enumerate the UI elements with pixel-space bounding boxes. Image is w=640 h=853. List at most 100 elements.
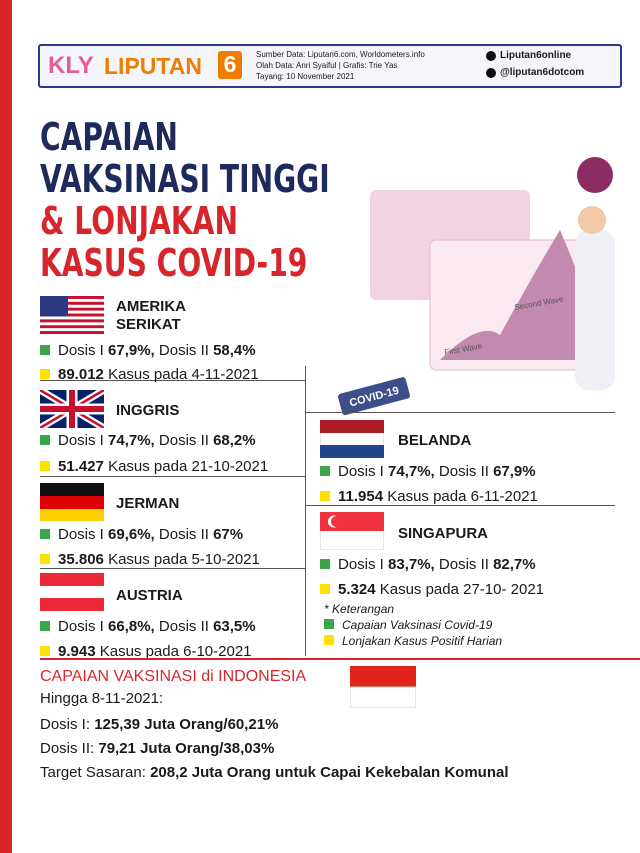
cases-line: 89.012 Kasus pada 4-11-2021 (40, 366, 259, 383)
indo-value: 79,21 Juta Orang/38,03% (98, 740, 275, 757)
dose-line: Dosis I 69,6%, Dosis II 67% (40, 526, 243, 543)
cases: 5.324 (338, 581, 376, 598)
divider (40, 658, 640, 660)
dose2-label: Dosis II (158, 432, 209, 449)
dose2-label: Dosis II (158, 342, 209, 359)
dose1-label: Dosis I (338, 463, 384, 480)
twitter: @liputan6dotcom (500, 67, 585, 78)
fb-icon (486, 51, 496, 61)
published: Tayang: 10 November 2021 (256, 72, 355, 81)
swatch (320, 559, 330, 569)
title-line: & LONJAKAN (40, 199, 238, 243)
cases: 51.427 (58, 458, 104, 475)
divider (305, 366, 306, 656)
dose2: 67,9% (493, 463, 536, 480)
flag (40, 296, 104, 334)
flag-id (350, 666, 416, 708)
cases-text: Kasus pada 5-10-2021 (108, 551, 260, 568)
swatch (40, 646, 50, 656)
swatch (320, 491, 330, 501)
header: KLY LIPUTAN 6 Sumber Data: Liputan6.com,… (38, 44, 622, 88)
logo-name: LIPUTAN (104, 53, 202, 79)
country-name: SINGAPURA (398, 525, 489, 542)
title-line: VAKSINASI TINGGI (40, 157, 330, 201)
tw-icon (486, 68, 496, 78)
doctor-head (578, 206, 606, 234)
cases-line: 5.324 Kasus pada 27-10- 2021 (320, 581, 544, 598)
country-name: INGGRIS (116, 402, 180, 419)
divider (40, 380, 305, 381)
dose1-label: Dosis I (58, 526, 104, 543)
dose1-label: Dosis I (58, 432, 104, 449)
swatch (40, 621, 50, 631)
flag (320, 512, 384, 550)
flag (40, 573, 104, 611)
dose2-label: Dosis II (438, 463, 489, 480)
dose1-label: Dosis I (58, 342, 104, 359)
indo-title: CAPAIAN VAKSINASI di INDONESIA (40, 668, 307, 685)
indo-value: 208,2 Juta Orang untuk Capai Kekebalan K… (150, 764, 509, 781)
illustration: First Wave Second Wave COVID-19 (337, 157, 615, 416)
dose2-label: Dosis II (438, 556, 489, 573)
cases-text: Kasus pada 6-11-2021 (387, 488, 538, 505)
legend-swatch (324, 635, 334, 645)
dose-line: Dosis I 74,7%, Dosis II 68,2% (40, 432, 256, 449)
cases-text: Kasus pada 27-10- 2021 (379, 581, 545, 598)
indo-label: Dosis II: (40, 740, 95, 757)
swatch (320, 466, 330, 476)
flag (320, 420, 384, 458)
swatch (40, 529, 50, 539)
dose2-label: Dosis II (158, 618, 209, 635)
dose-line: Dosis I 74,7%, Dosis II 67,9% (320, 463, 536, 480)
cases-line: 35.806 Kasus pada 5-10-2021 (40, 551, 260, 568)
country-name: AMERIKA SERIKAT (116, 298, 186, 333)
title: CAPAIAN VAKSINASI TINGGI & LONJAKAN KASUS C… (40, 116, 432, 284)
logo-num: 6 (218, 51, 242, 79)
side-bar (0, 0, 12, 853)
country-name: AUSTRIA (116, 587, 183, 604)
cases: 89.012 (58, 366, 104, 383)
title-line: KASUS COVID-19 (40, 241, 308, 285)
dose2-label: Dosis II (158, 526, 209, 543)
dose2: 58,4% (213, 342, 256, 359)
dose1: 67,9%, (108, 342, 155, 359)
swatch (40, 369, 50, 379)
dose2: 63,5% (213, 618, 256, 635)
legend-label: Capaian Vaksinasi Covid-19 (342, 618, 493, 632)
flag (40, 390, 104, 428)
dose1: 74,7%, (108, 432, 155, 449)
virus (577, 157, 613, 193)
cases: 9.943 (58, 643, 96, 660)
indo-label: Target Sasaran: (40, 764, 146, 781)
divider (305, 412, 615, 413)
dose1: 69,6%, (108, 526, 155, 543)
credits: Olah Data: Anri Syaiful | Grafis: Trie Y… (256, 61, 398, 70)
legend-swatch (324, 619, 334, 629)
divider (40, 476, 305, 477)
cases-line: 9.943 Kasus pada 6-10-2021 (40, 643, 252, 660)
dose2: 68,2% (213, 432, 256, 449)
dose-line: Dosis I 67,9%, Dosis II 58,4% (40, 342, 256, 359)
indo-row: Dosis I: 125,39 Juta Orang/60,21% (40, 716, 278, 733)
country-name: JERMAN (116, 495, 180, 512)
indo-value: 125,39 Juta Orang/60,21% (94, 716, 279, 733)
swatch (40, 554, 50, 564)
swatch (40, 435, 50, 445)
divider (305, 505, 615, 506)
title-line: CAPAIAN (40, 115, 178, 159)
dose1: 83,7%, (388, 556, 435, 573)
dose-line: Dosis I 66,8%, Dosis II 63,5% (40, 618, 256, 635)
swatch (320, 584, 330, 594)
swatch (40, 345, 50, 355)
swatch (40, 461, 50, 471)
cases: 35.806 (58, 551, 104, 568)
logo-kly: KLY (48, 52, 94, 79)
source: Sumber Data: Liputan6.com, Worldometers.… (256, 50, 425, 59)
cases-text: Kasus pada 4-11-2021 (108, 366, 259, 383)
cases-text: Kasus pada 21-10-2021 (108, 458, 269, 475)
cases: 11.954 (338, 488, 384, 505)
dose1-label: Dosis I (58, 618, 104, 635)
legend-item: Lonjakan Kasus Positif Harian (324, 633, 502, 649)
dose1: 66,8%, (108, 618, 155, 635)
